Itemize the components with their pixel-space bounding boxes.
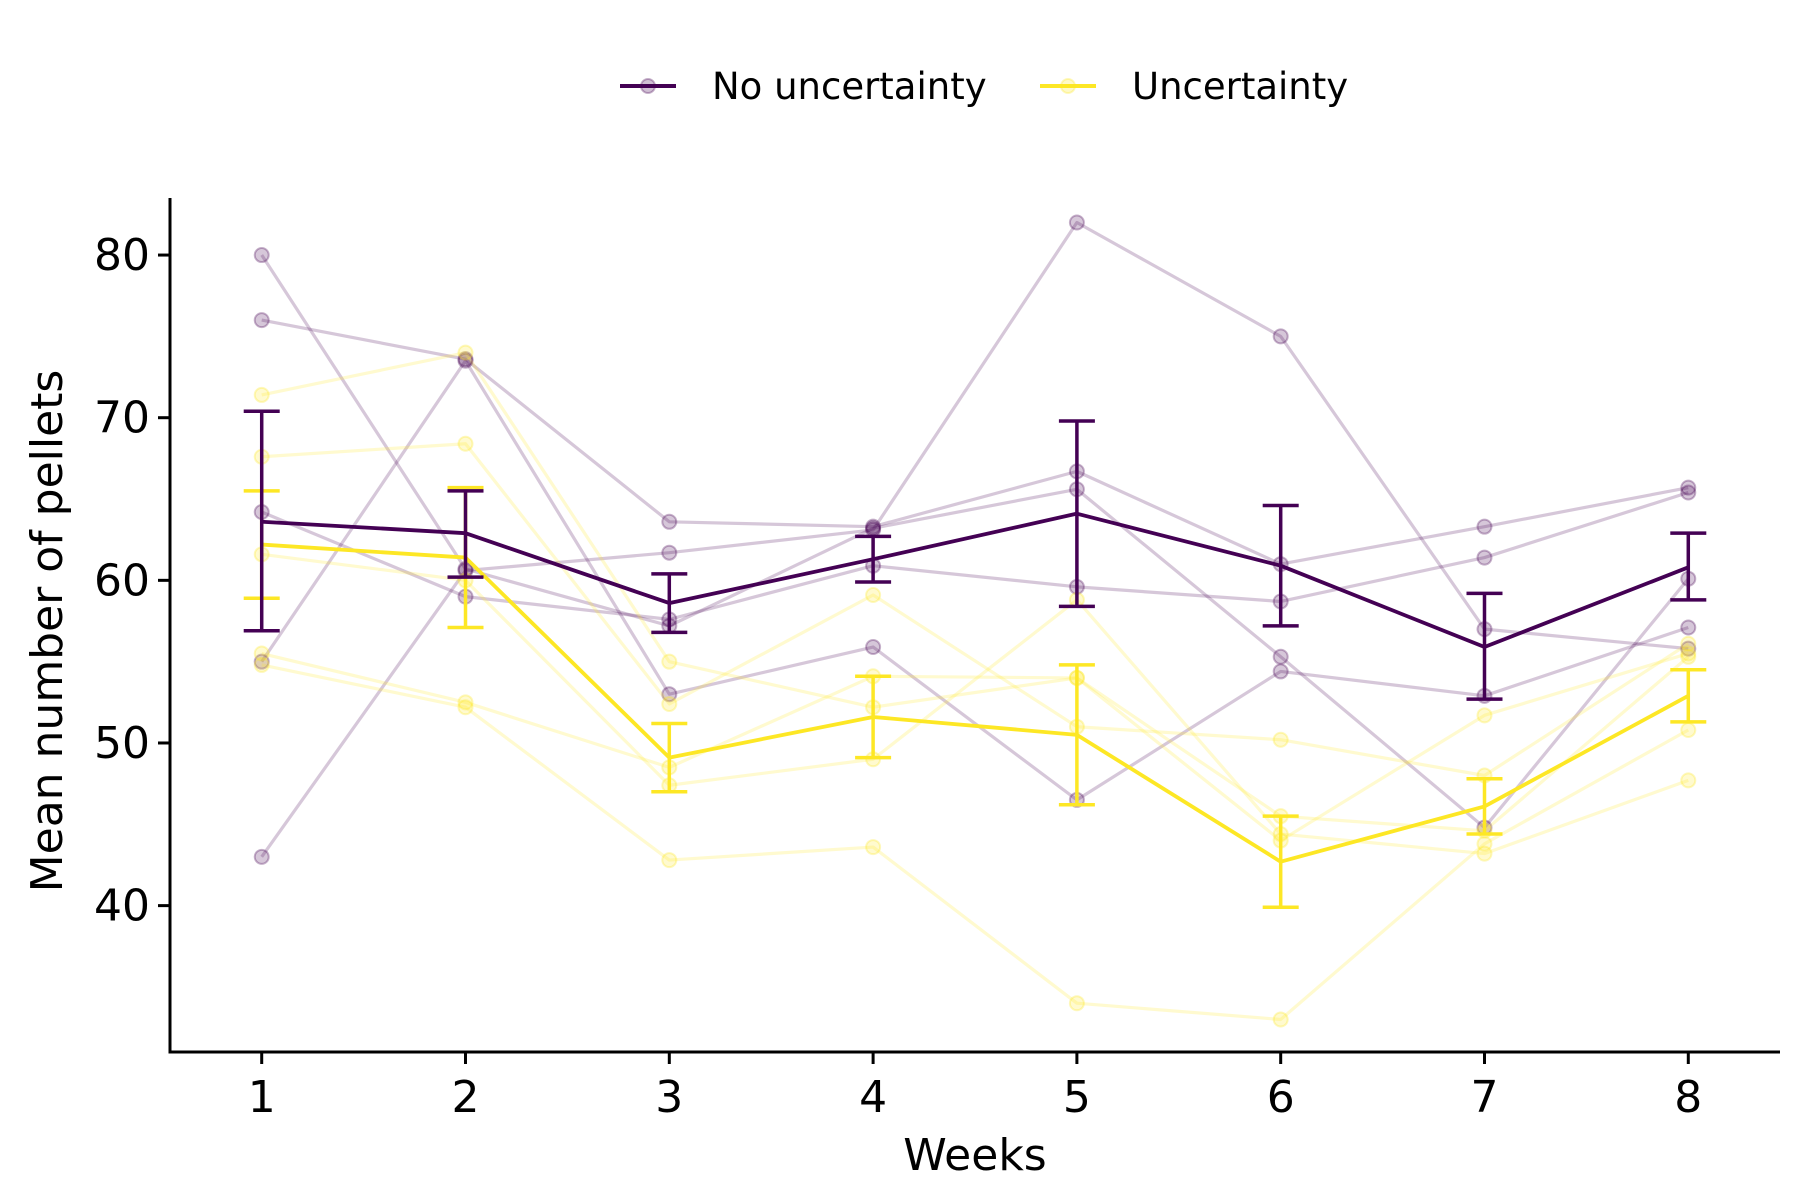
individual-point <box>865 586 882 603</box>
individual-point <box>1680 648 1697 665</box>
individual-point <box>253 386 270 403</box>
individual-line <box>260 220 1689 858</box>
individual-point <box>1476 549 1493 566</box>
individual-point <box>457 435 474 452</box>
individual-point <box>253 656 270 673</box>
individual-point <box>1680 479 1697 496</box>
individual-point <box>865 639 882 656</box>
y-tick-label: 60 <box>94 555 150 606</box>
x-tick-label: 4 <box>859 1072 887 1123</box>
individual-point <box>1476 707 1493 724</box>
individual-point <box>661 653 678 670</box>
legend-label: No uncertainty <box>712 65 987 108</box>
individual-point <box>1476 845 1493 862</box>
legend: No uncertainty Uncertainty <box>620 65 1348 108</box>
individual-lines <box>253 214 1697 1028</box>
individual-point <box>1680 619 1697 636</box>
individual-point <box>865 518 882 535</box>
individual-point <box>457 699 474 716</box>
individual-point <box>1680 640 1697 657</box>
individual-point <box>661 513 678 530</box>
individual-point <box>253 653 270 670</box>
individual-line <box>261 490 1689 621</box>
series-group <box>243 409 1707 701</box>
individual-point <box>253 247 270 264</box>
y-tick-label: 70 <box>94 393 150 444</box>
individual-point <box>1476 835 1493 852</box>
individual-point <box>457 694 474 711</box>
y-tick-label: 50 <box>94 718 150 769</box>
mean-line <box>261 511 1689 649</box>
x-tick-label: 8 <box>1674 1072 1702 1123</box>
individual-point <box>253 848 270 865</box>
individual-point <box>1680 721 1697 738</box>
individual-point <box>1068 214 1085 231</box>
individual-line <box>261 318 1689 566</box>
individual-point <box>253 312 270 329</box>
y-ticks: 40 50 60 70 80 <box>94 230 170 932</box>
legend-item: Uncertainty <box>1040 65 1348 108</box>
individual-point <box>865 839 882 856</box>
individual-point <box>1068 995 1085 1012</box>
axes: 40 50 60 70 80 1 2 3 4 5 6 7 8 Weeks Mean number of… <box>22 198 1780 1181</box>
y-tick-label: 80 <box>94 230 150 281</box>
individual-point <box>457 352 474 369</box>
individual-point <box>661 695 678 712</box>
legend-label: Uncertainty <box>1132 65 1348 108</box>
individual-point <box>1272 663 1289 680</box>
individual-line <box>261 442 1690 778</box>
individual-point <box>1272 648 1289 665</box>
legend-key-point <box>1060 78 1076 94</box>
individual-line <box>261 663 1690 1022</box>
individual-point <box>457 351 474 368</box>
individual-line <box>261 351 1689 843</box>
x-tick-label: 1 <box>248 1072 276 1123</box>
individual-point <box>661 686 678 703</box>
y-tick-label: 40 <box>94 881 150 932</box>
y-axis-label: Mean number of pellets <box>22 370 73 893</box>
x-tick-label: 6 <box>1267 1072 1295 1123</box>
mean-line <box>261 542 1690 864</box>
individual-point <box>253 645 270 662</box>
individual-point <box>1680 635 1697 652</box>
individual-point <box>1476 518 1493 535</box>
x-tick-label: 7 <box>1470 1072 1498 1123</box>
mean-lines <box>243 409 1707 909</box>
individual-point <box>1680 772 1697 789</box>
individual-point <box>1272 328 1289 345</box>
individual-line <box>261 651 1690 833</box>
individual-point <box>1272 1011 1289 1028</box>
x-axis-label: Weeks <box>903 1130 1046 1181</box>
x-tick-label: 2 <box>452 1072 480 1123</box>
individual-line <box>260 254 1690 830</box>
individual-point <box>1680 645 1697 662</box>
individual-point <box>1680 484 1697 501</box>
individual-point <box>661 544 678 561</box>
individual-point <box>661 852 678 869</box>
individual-point <box>457 344 474 361</box>
individual-line <box>261 552 1689 856</box>
individual-point <box>1272 731 1289 748</box>
x-tick-label: 3 <box>655 1072 683 1123</box>
legend-item: No uncertainty <box>620 65 987 108</box>
x-tick-label: 5 <box>1063 1072 1091 1123</box>
individual-line <box>260 359 1689 802</box>
x-ticks: 1 2 3 4 5 6 7 8 <box>248 1052 1702 1123</box>
legend-key-point <box>640 78 656 94</box>
